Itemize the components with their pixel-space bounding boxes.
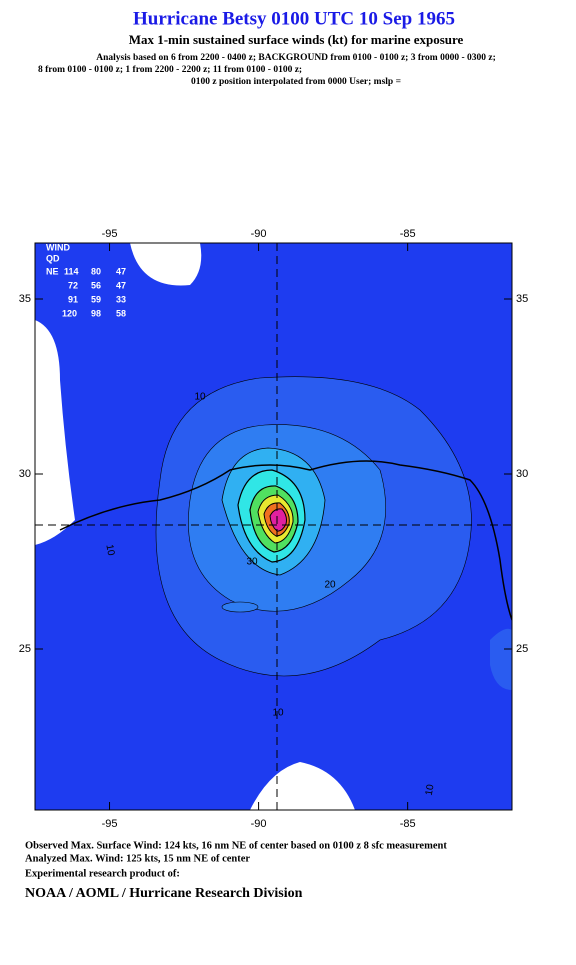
contour-label: 10 xyxy=(424,783,437,796)
analysis-line: 0100 z position interpolated from 0000 U… xyxy=(191,77,401,87)
y-tick-label: 30 xyxy=(19,468,31,480)
footer-line: Experimental research product of: xyxy=(25,868,180,879)
y-tick-label: 35 xyxy=(19,293,31,305)
contour-label: 10 xyxy=(272,708,284,719)
table-cell: 47 xyxy=(116,280,126,290)
contour-label: 10 xyxy=(194,392,206,403)
coastline xyxy=(59,460,512,621)
land xyxy=(130,243,202,286)
x-tick-label: -90 xyxy=(251,818,267,830)
x-tick-label: -95 xyxy=(102,818,118,830)
table-cell: 120 xyxy=(62,308,77,318)
contour-label: 30 xyxy=(246,557,258,568)
table-cell: 47 xyxy=(116,266,126,276)
footer-org: NOAA / AOML / Hurricane Research Divisio… xyxy=(25,886,303,901)
x-tick-label: -95 xyxy=(102,228,118,240)
y-tick-label: 25 xyxy=(19,643,31,655)
footer-line: Observed Max. Surface Wind: 124 kts, 16 … xyxy=(25,840,447,851)
table-header: WIND xyxy=(46,242,70,252)
x-tick-label: -85 xyxy=(400,228,416,240)
y-tick-label: 35 xyxy=(516,293,528,305)
x-tick-label: -85 xyxy=(400,818,416,830)
subtitle: Max 1-min sustained surface winds (kt) f… xyxy=(129,32,464,47)
land xyxy=(250,762,355,810)
table-cell: 33 xyxy=(116,294,126,304)
table-cell: 58 xyxy=(116,308,126,318)
map-area xyxy=(35,243,512,810)
title: Hurricane Betsy 0100 UTC 10 Sep 1965 xyxy=(133,8,455,29)
table-cell: 59 xyxy=(91,294,101,304)
footer-line: Analyzed Max. Wind: 125 kts, 15 nm NE of… xyxy=(25,853,250,864)
land xyxy=(35,320,75,545)
y-tick-label: 30 xyxy=(516,468,528,480)
table-cell: 91 xyxy=(68,294,78,304)
wind-table: WIND QD NE 114 80 47 72 56 47 91 59 33 1… xyxy=(46,242,126,318)
contour-fill xyxy=(221,601,259,613)
x-tick-label: -90 xyxy=(251,228,267,240)
table-cell: 114 xyxy=(64,266,79,276)
contour-label: 10 xyxy=(103,544,116,557)
table-cell: 98 xyxy=(91,308,101,318)
analysis-line: 8 from 0100 - 0100 z; 1 from 2200 - 2200… xyxy=(38,65,302,75)
y-tick-label: 25 xyxy=(516,643,528,655)
table-cell: 72 xyxy=(68,280,78,290)
table-row: NE xyxy=(46,266,59,276)
table-header: QD xyxy=(46,253,60,263)
table-cell: 56 xyxy=(91,280,101,290)
contour-fill xyxy=(269,508,287,532)
contour-fill xyxy=(490,628,512,690)
analysis-line: Analysis based on 6 from 2200 - 0400 z; … xyxy=(96,53,496,63)
map-frame xyxy=(34,242,513,811)
table-cell: 80 xyxy=(91,266,101,276)
contour-label: 20 xyxy=(324,580,336,591)
